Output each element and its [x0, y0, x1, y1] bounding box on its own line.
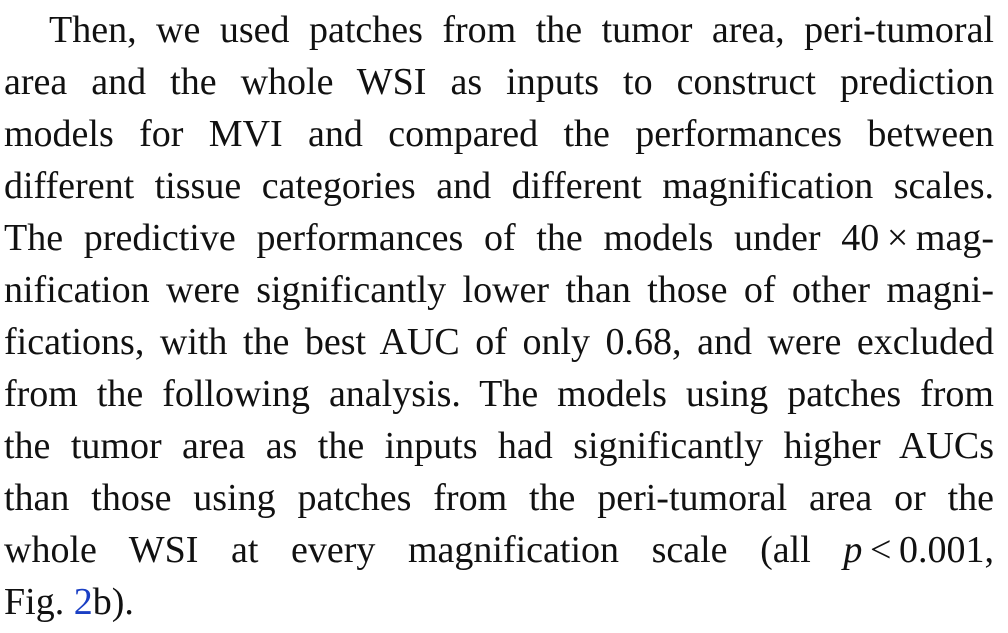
text-line-7: fications, with the best AUC of only 0.6…	[4, 321, 994, 363]
text-line-12: Fig. 2b).	[4, 576, 994, 628]
text-line-1: Then, we used patches from the tumor are…	[49, 9, 994, 51]
text-line-8: from the following analysis. The models …	[4, 373, 994, 415]
text-line-10: than those using patches from the peri-t…	[4, 477, 994, 519]
figure-panel-suffix: b).	[92, 581, 134, 623]
text-line-2: area and the whole WSI as inputs to cons…	[4, 61, 994, 103]
p-value-threshold: < 0.001,	[862, 529, 994, 571]
line-11-text: whole WSI at every magnification scale (…	[4, 529, 844, 571]
figure-2-reference-link[interactable]: 2	[73, 581, 93, 623]
text-line-3: models for MVI and compared the performa…	[4, 113, 994, 155]
text-line-9: the tumor area as the inputs had signifi…	[4, 425, 994, 467]
text-line-6: nification were significantly lower than…	[4, 269, 994, 311]
text-line-5: The predictive performances of the model…	[4, 217, 994, 259]
text-line-4: different tissue categories and differen…	[4, 165, 994, 207]
p-value-symbol: p	[843, 529, 863, 571]
text-line-11: whole WSI at every magnification scale (…	[4, 524, 994, 576]
figure-label: Fig.	[4, 581, 74, 623]
body-paragraph: Then, we used patches from the tumor are…	[4, 0, 1001, 628]
